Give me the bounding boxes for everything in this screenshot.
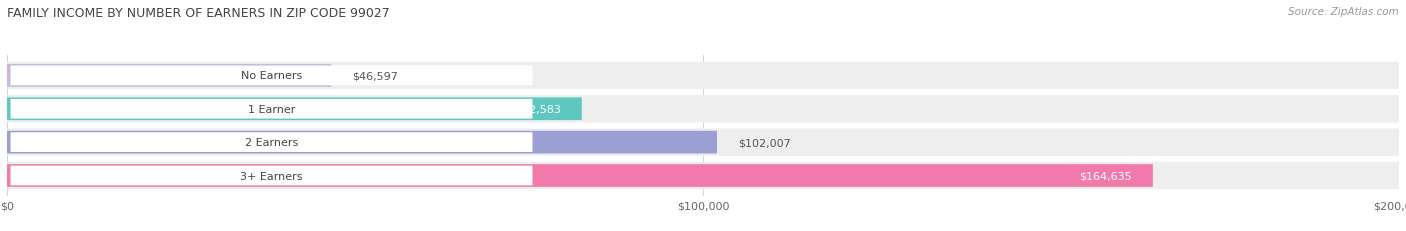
FancyBboxPatch shape [7,96,1399,123]
Text: $164,635: $164,635 [1080,171,1132,181]
FancyBboxPatch shape [7,162,1399,189]
Text: Source: ZipAtlas.com: Source: ZipAtlas.com [1288,7,1399,17]
Text: 1 Earner: 1 Earner [247,104,295,114]
FancyBboxPatch shape [10,66,533,86]
FancyBboxPatch shape [7,131,717,154]
FancyBboxPatch shape [7,129,1399,156]
Text: $102,007: $102,007 [738,137,790,147]
FancyBboxPatch shape [7,65,332,87]
FancyBboxPatch shape [7,98,582,121]
Text: FAMILY INCOME BY NUMBER OF EARNERS IN ZIP CODE 99027: FAMILY INCOME BY NUMBER OF EARNERS IN ZI… [7,7,389,20]
Text: No Earners: No Earners [240,71,302,81]
FancyBboxPatch shape [7,164,1153,187]
Text: $82,583: $82,583 [515,104,561,114]
FancyBboxPatch shape [10,100,533,119]
FancyBboxPatch shape [10,133,533,152]
FancyBboxPatch shape [7,62,1399,90]
FancyBboxPatch shape [10,166,533,185]
Text: $46,597: $46,597 [353,71,398,81]
Text: 2 Earners: 2 Earners [245,137,298,147]
Text: 3+ Earners: 3+ Earners [240,171,302,181]
